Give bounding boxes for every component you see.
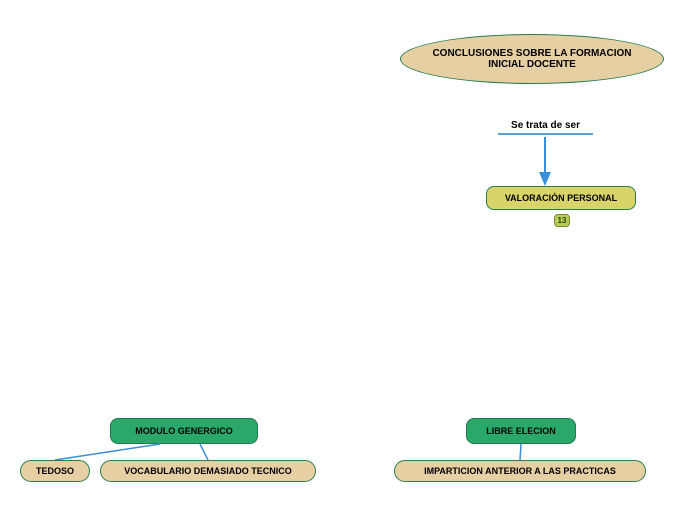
- title-node: CONCLUSIONES SOBRE LA FORMACION INICIAL …: [400, 34, 664, 84]
- imparticion-text: IMPARTICION ANTERIOR A LAS PRACTICAS: [424, 466, 616, 476]
- tedoso-text: TEDOSO: [36, 466, 74, 476]
- imparticion-node: IMPARTICION ANTERIOR A LAS PRACTICAS: [394, 460, 646, 482]
- vocabulario-node: VOCABULARIO DEMASIADO TECNICO: [100, 460, 316, 482]
- vocabulario-text: VOCABULARIO DEMASIADO TECNICO: [124, 466, 292, 476]
- count-badge: 13: [554, 214, 570, 227]
- modulo-node: MODULO GENERGICO: [110, 418, 258, 444]
- badge-text: 13: [558, 216, 567, 225]
- edge-label: Se trata de ser: [498, 120, 593, 135]
- arrow-connector: [535, 127, 555, 194]
- edge-label-text: Se trata de ser: [511, 120, 580, 131]
- tedoso-node: TEDOSO: [20, 460, 90, 482]
- libre-text: LIBRE ELECION: [486, 426, 556, 436]
- libre-node: LIBRE ELECION: [466, 418, 576, 444]
- valoracion-text: VALORACIÒN PERSONAL: [505, 193, 617, 203]
- modulo-text: MODULO GENERGICO: [135, 426, 233, 436]
- valoracion-node: VALORACIÒN PERSONAL: [486, 186, 636, 210]
- title-text: CONCLUSIONES SOBRE LA FORMACION INICIAL …: [421, 48, 643, 70]
